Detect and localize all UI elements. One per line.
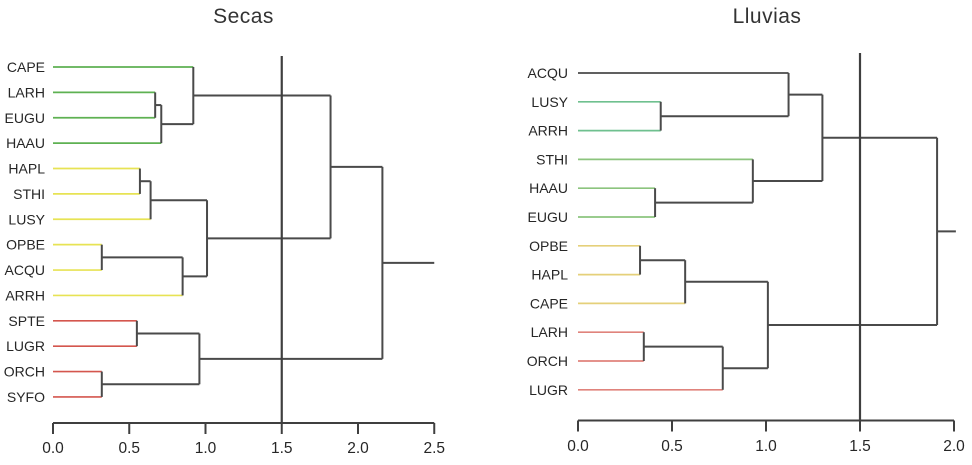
leaf-label-arrh: ARRH (5, 287, 45, 303)
leaf-label-cape: CAPE (530, 295, 568, 311)
leaf-label-opbe: OPBE (6, 237, 45, 253)
leaf-label-sthi: STHI (13, 186, 45, 202)
x-axis-tick-label: 2.0 (943, 438, 965, 455)
dendrogram-secas: 0.0 0.5 1.0 1.5 2.0 2.5 CAPE LARH EUGU HAAU HAPL ST… (4, 56, 445, 457)
leaf-label-lugr: LUGR (6, 338, 45, 354)
dendrogram-lluvias: 0.0 0.5 1.0 1.5 2.0 ACQU LUSY ARRH STHI HAAU EUGU O… (527, 53, 965, 455)
x-axis-tick-label: 2.5 (423, 440, 445, 457)
chart-title-secas: Secas (213, 5, 274, 28)
chart-title-lluvias: Lluvias (732, 5, 802, 28)
x-axis-tick-label: 2.0 (347, 440, 369, 457)
leaf-label-hapl: HAPL (531, 267, 568, 283)
leaf-label-lugr: LUGR (529, 382, 568, 398)
leaf-label-lusy: LUSY (531, 94, 568, 110)
leaf-label-lusy: LUSY (8, 211, 45, 227)
leaf-label-larh: LARH (8, 84, 45, 100)
x-axis-tick-label: 0.5 (661, 438, 683, 455)
leaf-label-haau: HAAU (6, 135, 45, 151)
leaf-label-hapl: HAPL (8, 161, 45, 177)
leaf-label-acqu: ACQU (528, 65, 568, 81)
dendrogram-panel-secas: 0.0 0.5 1.0 1.5 2.0 2.5 CAPE LARH EUGU HAAU HAPL ST… (4, 5, 445, 457)
leaf-label-haau: HAAU (529, 180, 568, 196)
leaf-label-cape: CAPE (7, 59, 45, 75)
leaf-label-sthi: STHI (536, 151, 568, 167)
x-axis-tick-label: 1.5 (271, 440, 293, 457)
leaf-label-arrh: ARRH (528, 123, 568, 139)
x-axis-tick-label: 0.0 (567, 438, 589, 455)
leaf-label-orch: ORCH (4, 364, 45, 380)
leaf-label-eugu: EUGU (5, 110, 45, 126)
leaf-label-syfo: SYFO (7, 389, 45, 405)
leaf-label-acqu: ACQU (5, 262, 45, 278)
x-axis-tick-label: 0.0 (42, 440, 64, 457)
leaf-label-opbe: OPBE (529, 238, 568, 254)
leaf-label-spte: SPTE (8, 313, 45, 329)
leaf-label-eugu: EUGU (528, 209, 568, 225)
leaf-label-larh: LARH (531, 324, 568, 340)
dendrogram-panel-lluvias: 0.0 0.5 1.0 1.5 2.0 ACQU LUSY ARRH STHI HAAU EUGU O… (486, 0, 972, 465)
x-axis-tick-label: 1.0 (755, 438, 777, 455)
leaf-label-orch: ORCH (527, 353, 568, 369)
x-axis-tick-label: 1.5 (849, 438, 871, 455)
x-axis-tick-label: 1.0 (195, 440, 217, 457)
x-axis-tick-label: 0.5 (118, 440, 140, 457)
